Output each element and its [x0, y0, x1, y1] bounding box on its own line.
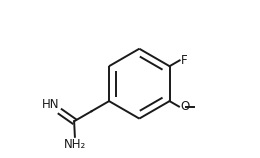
Text: F: F: [181, 54, 188, 67]
Text: O: O: [180, 100, 190, 113]
Text: HN: HN: [42, 98, 59, 111]
Text: NH₂: NH₂: [64, 138, 86, 151]
